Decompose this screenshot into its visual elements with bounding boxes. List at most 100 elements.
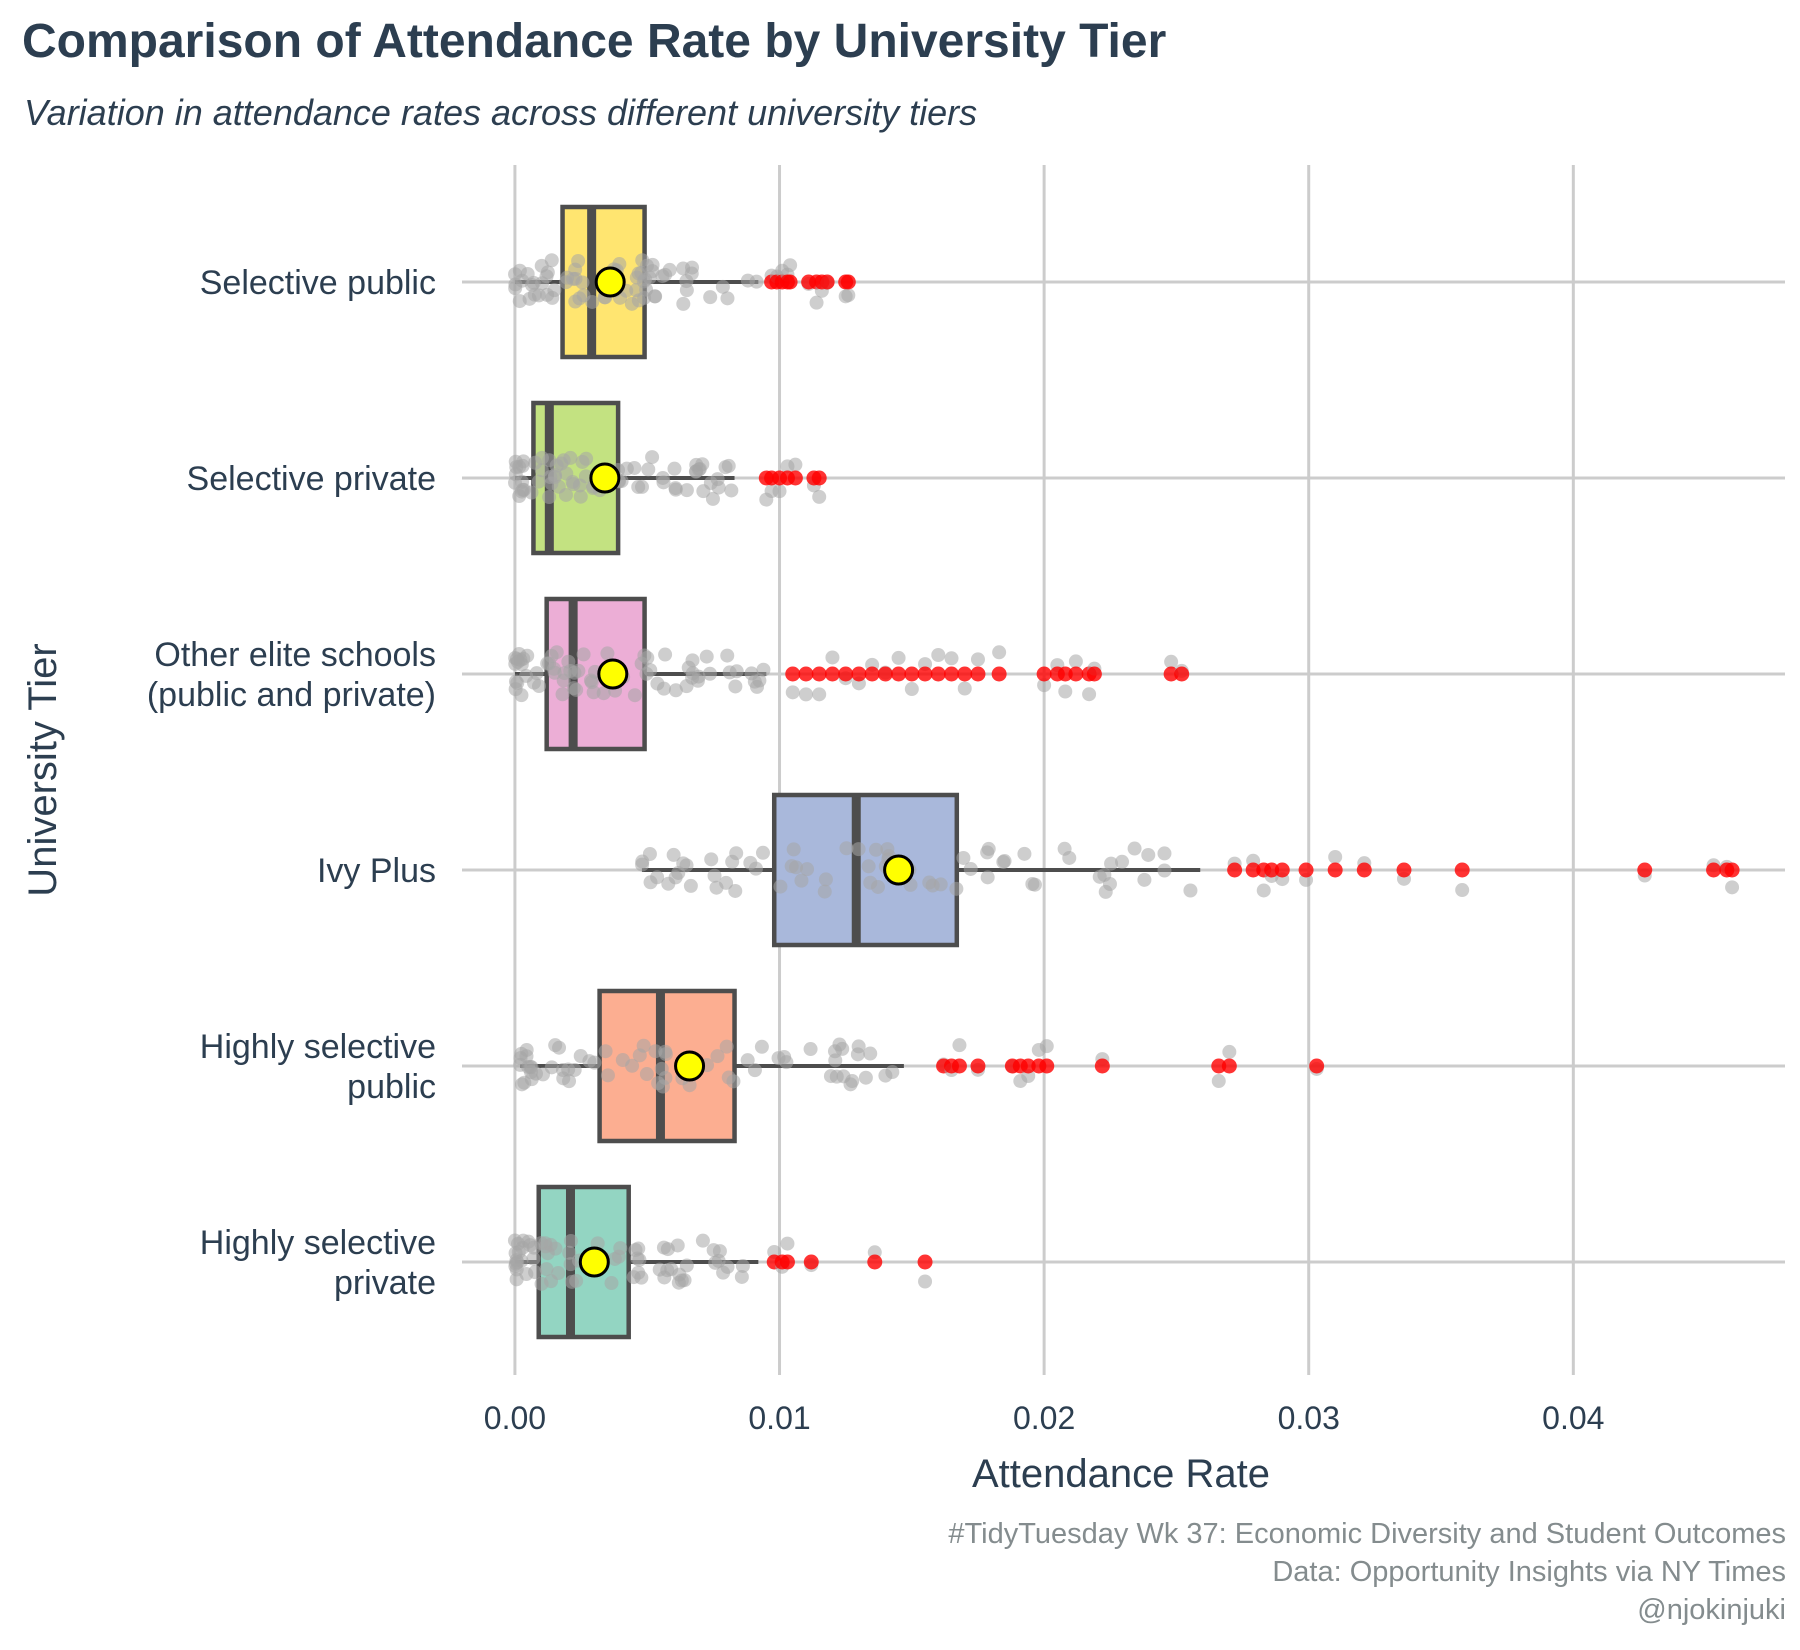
jitter-point bbox=[517, 1075, 532, 1090]
jitter-point bbox=[773, 879, 788, 894]
jitter-point bbox=[981, 841, 996, 856]
jitter-point bbox=[531, 288, 546, 303]
jitter-point bbox=[645, 450, 660, 465]
chart-subtitle: Variation in attendance rates across dif… bbox=[24, 92, 978, 133]
jitter-point bbox=[615, 1053, 630, 1068]
jitter-point bbox=[579, 451, 594, 466]
jitter-point bbox=[1058, 684, 1073, 699]
outlier-point bbox=[803, 1254, 819, 1270]
jitter-point bbox=[583, 673, 598, 688]
jitter-point bbox=[555, 1063, 570, 1078]
jitter-point bbox=[1137, 872, 1152, 887]
outlier-point bbox=[1245, 862, 1261, 878]
jitter-point bbox=[825, 650, 840, 665]
jitter-point bbox=[531, 474, 546, 489]
jitter-point bbox=[655, 470, 670, 485]
jitter-point bbox=[558, 487, 573, 502]
jitter-point bbox=[695, 457, 710, 472]
outlier-point bbox=[930, 666, 946, 682]
jitter-point bbox=[719, 1039, 734, 1054]
jitter-point bbox=[672, 1267, 687, 1282]
jitter-point bbox=[548, 1038, 563, 1053]
outlier-point bbox=[1068, 666, 1084, 682]
jitter-point bbox=[534, 1276, 549, 1291]
jitter-point bbox=[651, 1076, 666, 1091]
outlier-point bbox=[787, 470, 803, 486]
jitter-point bbox=[922, 875, 937, 890]
x-axis-title: Attendance Rate bbox=[972, 1452, 1270, 1496]
jitter-point bbox=[555, 687, 570, 702]
outlier-point bbox=[1174, 666, 1190, 682]
mean-layer bbox=[578, 266, 915, 1278]
outlier-point bbox=[1094, 1058, 1110, 1074]
mean-marker bbox=[674, 1050, 706, 1082]
jitter-point bbox=[839, 841, 854, 856]
jitter-point bbox=[980, 870, 995, 885]
jitter-point bbox=[1102, 876, 1117, 891]
jitter-point bbox=[992, 645, 1007, 660]
jitter-point bbox=[540, 1246, 555, 1261]
outlier-point bbox=[1309, 1058, 1325, 1074]
jitter-point bbox=[668, 683, 683, 698]
jitter-point bbox=[613, 1241, 628, 1256]
jitter-point bbox=[547, 665, 562, 680]
jitter-point bbox=[710, 1049, 725, 1064]
mean-marker bbox=[578, 1246, 610, 1278]
y-tick-label: Highly selective private bbox=[200, 1224, 436, 1302]
jitter-point bbox=[944, 651, 959, 666]
jitter-point bbox=[729, 664, 744, 679]
jitter-point bbox=[798, 687, 813, 702]
jitter-point bbox=[755, 845, 770, 860]
x-tick-label: 0.03 bbox=[1278, 1400, 1340, 1436]
jitter-point bbox=[1157, 863, 1172, 878]
jitter-point bbox=[1039, 1039, 1054, 1054]
jitter-point bbox=[641, 462, 656, 477]
outlier-point bbox=[904, 666, 920, 682]
jitter-point bbox=[604, 1276, 619, 1291]
jitter-point bbox=[747, 1063, 762, 1078]
jitter-point bbox=[670, 1238, 685, 1253]
jitter-point bbox=[1092, 869, 1107, 884]
jitter-point bbox=[845, 1074, 860, 1089]
jitter-point bbox=[744, 666, 759, 681]
jitter-point bbox=[643, 663, 658, 678]
jitter-point bbox=[784, 859, 799, 874]
jitter-point bbox=[668, 482, 683, 497]
jitter-point bbox=[567, 1062, 582, 1077]
jitter-point bbox=[863, 1046, 878, 1061]
outlier-point bbox=[970, 666, 986, 682]
jitter-point bbox=[724, 483, 739, 498]
jitter-point bbox=[650, 870, 665, 885]
jitter-point bbox=[1104, 856, 1119, 871]
jitter-point bbox=[562, 1245, 577, 1260]
outlier-point bbox=[1298, 862, 1314, 878]
jitter-point bbox=[728, 883, 743, 898]
mean-marker bbox=[589, 462, 621, 494]
chart-title: Comparison of Attendance Rate by Univers… bbox=[22, 15, 1167, 68]
jitter-point bbox=[528, 455, 543, 470]
jitter-point bbox=[817, 884, 832, 899]
outlier-point bbox=[951, 1058, 967, 1074]
jitter-point bbox=[1068, 654, 1083, 669]
jitter-point bbox=[508, 281, 523, 296]
outlier-point bbox=[811, 470, 827, 486]
outlier-point bbox=[917, 666, 933, 682]
x-tick-label: 0.00 bbox=[484, 1400, 546, 1436]
jitter-point bbox=[740, 1053, 755, 1068]
jitter-point bbox=[858, 1070, 873, 1085]
jitter-point bbox=[963, 861, 978, 876]
caption-line-3: @njokinjuki bbox=[1637, 1594, 1786, 1626]
jitter-point bbox=[631, 293, 646, 308]
outlier-point bbox=[917, 1254, 933, 1270]
jitter-point bbox=[861, 859, 876, 874]
outlier-point bbox=[798, 666, 814, 682]
caption-line-2: Data: Opportunity Insights via NY Times bbox=[1272, 1556, 1786, 1588]
jitter-point bbox=[706, 1243, 721, 1258]
jitter-point bbox=[1183, 883, 1198, 898]
jitter-point bbox=[949, 881, 964, 896]
jitter-point bbox=[679, 483, 694, 498]
jitter-point bbox=[667, 461, 682, 476]
jitter-point bbox=[519, 668, 534, 683]
jitter-point bbox=[1256, 883, 1271, 898]
